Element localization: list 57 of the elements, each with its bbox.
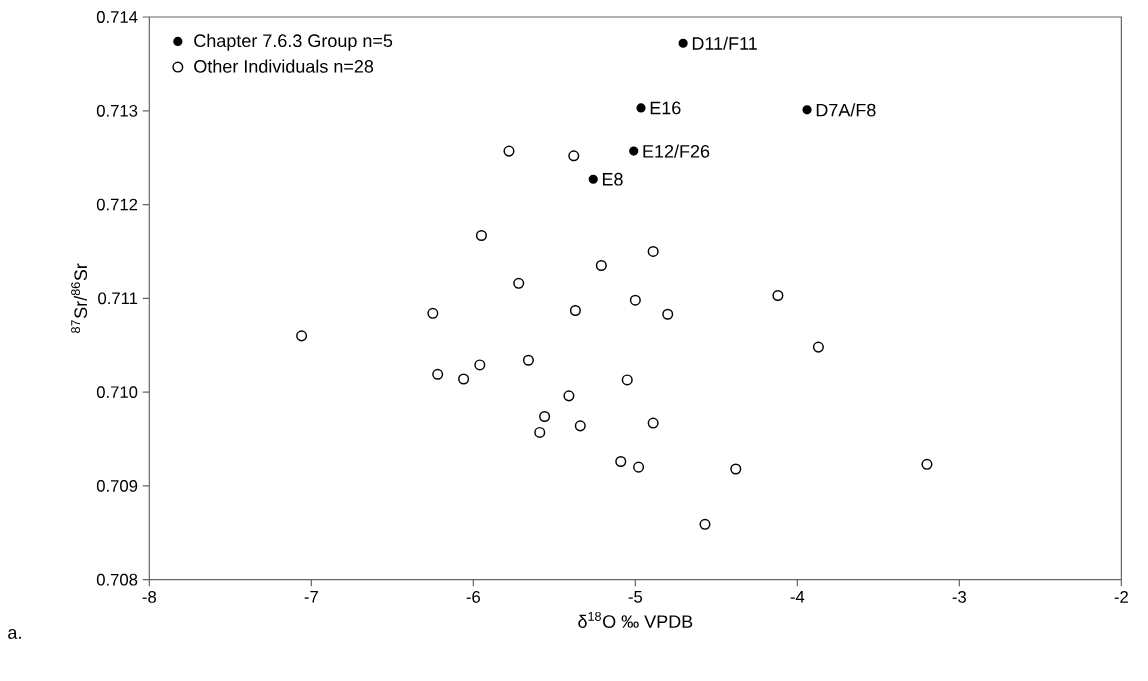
point (633, 461, 645, 473)
annotation: E16 (650, 101, 681, 115)
y-tick-label: 0.708 (96, 573, 138, 586)
x-axis-title: δ$^{18}$O ‰ VPDB (578, 611, 693, 628)
point (432, 368, 444, 380)
y-tick-label: 0.713 (96, 104, 138, 117)
x-tick-label: -6 (466, 591, 481, 603)
point (629, 294, 641, 306)
point (539, 410, 551, 423)
y-tick-label: 0.709 (96, 480, 138, 492)
point (563, 390, 575, 402)
point (568, 150, 580, 162)
point (522, 354, 534, 366)
y-axis-title: $^{87}$Sr/$^{86}$Sr (71, 263, 88, 333)
annotation: D7A/F8 (816, 103, 876, 117)
point (921, 458, 933, 470)
legend-label: Chapter 7.6.3 Group n=5 (194, 33, 393, 51)
point (458, 373, 470, 385)
annotation: E12/F26 (643, 144, 710, 158)
point (503, 145, 515, 157)
y-tick-label: 0.711 (98, 292, 138, 305)
point (629, 146, 639, 156)
point (699, 518, 711, 530)
point (574, 420, 586, 432)
annotation: D11/F11 (692, 36, 757, 50)
y-tick-label: 0.710 (96, 386, 138, 399)
x-tick-label: -8 (142, 591, 157, 603)
y-tick-label: 0.714 (96, 11, 138, 23)
point (615, 455, 627, 468)
point (730, 463, 742, 475)
x-tick-label: -5 (628, 591, 643, 603)
annotation: E8 (602, 172, 623, 186)
x-tick-label: -4 (790, 591, 805, 603)
point (534, 426, 546, 438)
point (296, 330, 308, 342)
point (474, 359, 486, 371)
point (427, 307, 439, 319)
x-tick-label: -3 (952, 591, 967, 603)
text: a. (8, 629, 21, 639)
point (588, 174, 598, 184)
point (647, 245, 659, 257)
point (812, 341, 824, 353)
point (662, 308, 674, 320)
point (802, 105, 812, 115)
legend-label: Other Individuals n=28 (194, 59, 374, 73)
point (678, 38, 688, 48)
point (621, 374, 633, 386)
point (595, 259, 607, 272)
point (569, 304, 581, 317)
point (636, 103, 646, 113)
x-tick-label: -7 (304, 591, 318, 603)
x-tick-label: -2 (1114, 591, 1128, 603)
point (772, 289, 784, 302)
y-tick-label: 0.712 (96, 198, 138, 211)
point (513, 277, 525, 289)
point (647, 417, 659, 429)
point (475, 229, 487, 242)
